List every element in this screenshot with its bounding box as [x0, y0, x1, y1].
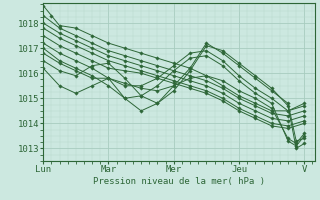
X-axis label: Pression niveau de la mer( hPa ): Pression niveau de la mer( hPa ) — [93, 177, 265, 186]
